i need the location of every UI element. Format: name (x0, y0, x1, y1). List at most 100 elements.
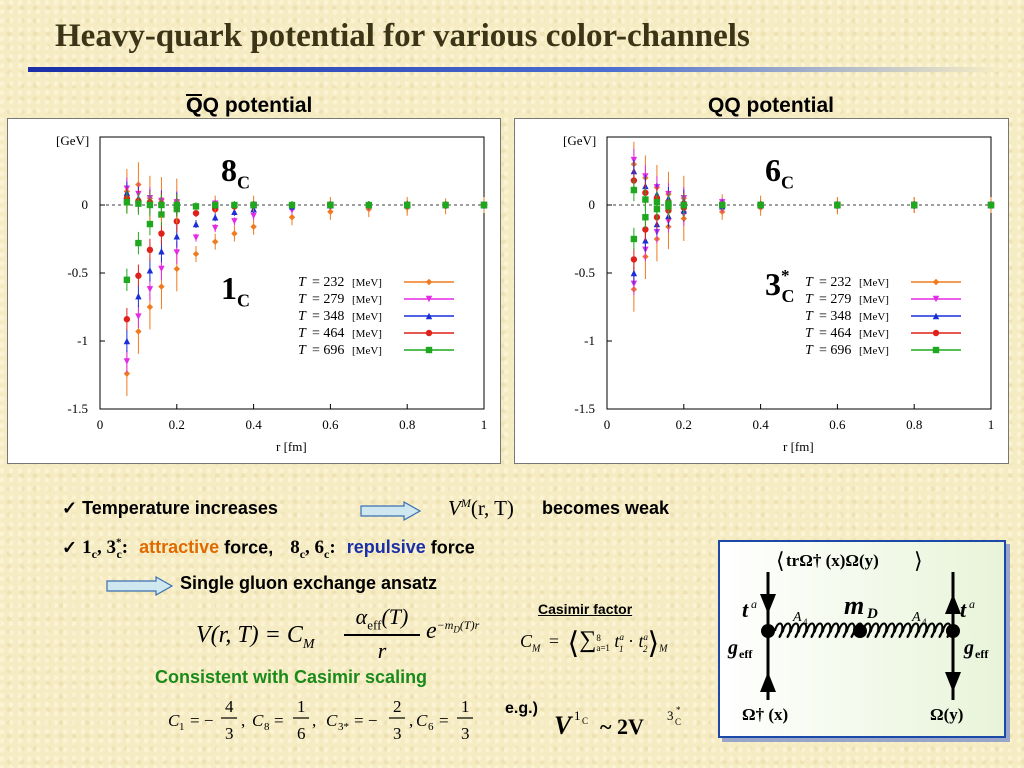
data-point (192, 234, 200, 241)
data-point (158, 265, 165, 273)
svg-text:trΩ† (x)Ω(y): trΩ† (x)Ω(y) (786, 551, 879, 570)
data-point (327, 201, 334, 209)
svg-text:V: V (554, 711, 574, 740)
svg-text:6: 6 (428, 721, 434, 733)
svg-text:~ 2V: ~ 2V (600, 714, 644, 739)
svg-text:C: C (582, 716, 588, 726)
formula-lhs: V(r, T) = CM (196, 622, 315, 652)
svg-text:,: , (241, 711, 245, 730)
data-point (250, 223, 257, 230)
data-point (911, 201, 918, 209)
legend-label: [MeV] (859, 294, 889, 306)
data-point (757, 201, 764, 209)
svg-text:1: 1 (461, 697, 470, 716)
svg-text:⟩: ⟩ (914, 548, 923, 573)
data-point (665, 200, 672, 207)
legend-label: T (298, 292, 307, 307)
svg-text:3: 3 (393, 724, 402, 743)
svg-text:a: a (751, 597, 757, 611)
data-point (231, 201, 238, 209)
svg-text:= −: = − (190, 711, 213, 730)
x-tick-label: 0.4 (752, 417, 769, 432)
svg-text:1: 1 (179, 721, 185, 733)
data-point (146, 201, 154, 209)
left-chart-panel: 0 0.2 0.4 0.6 0.8 1 0 -0.5 -1 -1.5 [GeV] r [fm] T = 2… (7, 118, 501, 464)
data-point (642, 214, 649, 221)
legend-marker (932, 329, 940, 337)
x-tick-label: 0.8 (399, 417, 415, 432)
svg-text:m: m (844, 591, 864, 620)
data-point (173, 233, 180, 240)
data-point (135, 272, 142, 279)
svg-text:C: C (675, 717, 681, 727)
single-gluon-text: Single gluon exchange ansatz (180, 573, 438, 593)
svg-text:C: C (168, 711, 180, 730)
casimir-factor-title: Casimir factor (538, 601, 633, 617)
data-point (192, 220, 200, 228)
data-point (642, 196, 649, 203)
right-panel-label: QQ potential (708, 94, 834, 117)
data-point (642, 226, 649, 233)
data-point (630, 269, 638, 277)
y-tick-label: -1 (584, 333, 595, 348)
data-point (250, 212, 257, 220)
svg-text:1: 1 (297, 697, 306, 716)
svg-text:= −: = − (354, 711, 377, 730)
legend-label: T (805, 292, 814, 307)
left-chart: 0 0.2 0.4 0.6 0.8 1 0 -0.5 -1 -1.5 [GeV] r [fm] T = 2… (56, 133, 488, 454)
x-tick-label: 0.6 (829, 417, 846, 432)
legend-label: [MeV] (352, 345, 382, 357)
y-tick-label: 0 (589, 197, 596, 212)
data-point (442, 201, 449, 209)
data-point (135, 313, 142, 320)
data-point (834, 201, 841, 209)
legend-label: T (805, 343, 814, 358)
legend-marker (425, 329, 433, 337)
legend-label: = 232 (819, 275, 851, 290)
channel-8c-label: 8C (221, 152, 250, 193)
x-axis-label: r [fm] (783, 439, 814, 454)
svg-text:*: * (676, 705, 681, 715)
data-point (123, 358, 131, 365)
arrow-up-icon (760, 672, 776, 692)
svg-text:3: 3 (461, 724, 470, 743)
x-tick-label: 0.2 (676, 417, 692, 432)
data-point (146, 220, 154, 228)
data-point (480, 201, 488, 209)
legend-label: [MeV] (352, 294, 382, 306)
data-point (288, 201, 296, 209)
repulsive-text: repulsive (346, 537, 426, 558)
arrow-icon (360, 501, 422, 521)
svg-text:D: D (866, 606, 878, 622)
legend-label: T (805, 326, 814, 341)
svg-text:Ω(y): Ω(y) (930, 705, 963, 724)
legend-label: = 348 (819, 309, 851, 324)
arrow-icon (106, 576, 174, 596)
data-point (231, 218, 238, 225)
legend-label: = 232 (312, 275, 344, 290)
formula-numerator: αeff(T) (355, 604, 409, 633)
series-group (630, 199, 995, 285)
svg-text:3: 3 (667, 708, 674, 723)
attractive-text: attractive (139, 537, 220, 558)
legend-label: T (805, 275, 814, 290)
series-group (123, 162, 488, 224)
bullet-1-text: Temperature increases (82, 498, 278, 518)
data-point (123, 316, 131, 323)
arrow-down-icon (945, 672, 961, 692)
example-label: e.g.) (505, 700, 538, 717)
x-tick-label: 0.4 (245, 417, 262, 432)
data-point (146, 286, 154, 293)
data-point (288, 214, 296, 221)
y-tick-label: -1 (77, 333, 88, 348)
plot-frame (606, 136, 992, 410)
slide-title: Heavy-quark potential for various color-… (55, 18, 750, 54)
data-point (135, 292, 142, 300)
svg-text:2: 2 (393, 697, 402, 716)
legend-label: T (298, 309, 307, 324)
data-point (404, 201, 411, 209)
casimir-formula: CM = ⟨∑8 a=1 ta1 · ta2⟩M (520, 627, 668, 660)
data-point (158, 230, 165, 237)
